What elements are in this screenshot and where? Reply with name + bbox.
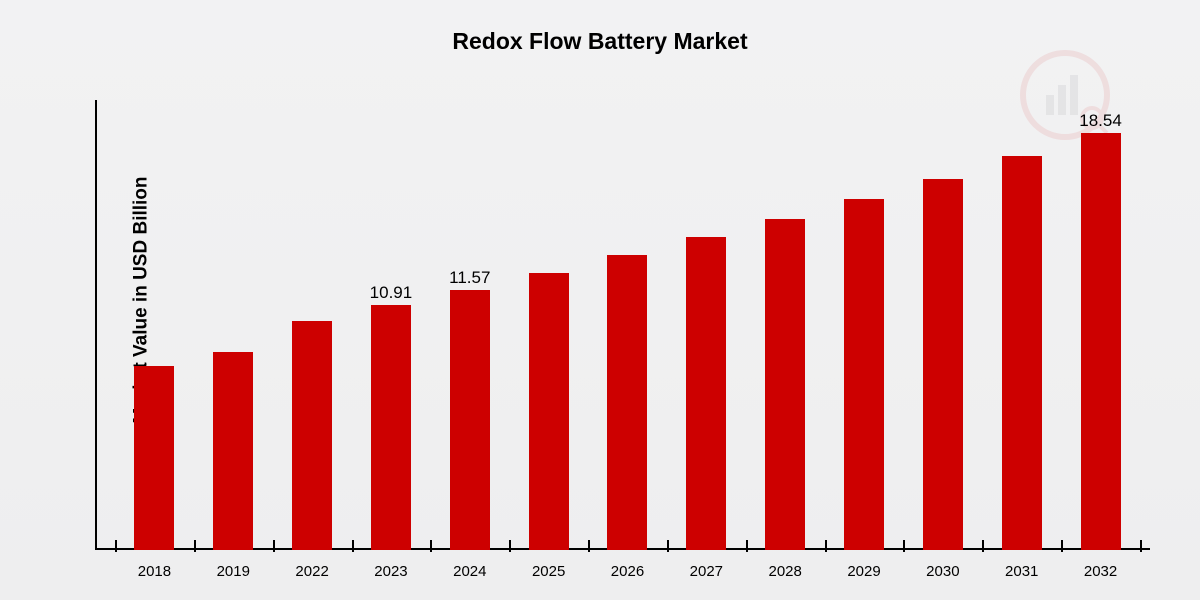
x-axis-tick (1140, 540, 1142, 552)
bar-group (282, 321, 342, 551)
bar (292, 321, 332, 551)
x-axis-label: 2027 (676, 563, 736, 580)
bar-value-label: 10.91 (370, 283, 413, 303)
x-axis-label: 2022 (282, 563, 342, 580)
bars-container: 10.91 11.57 18.54 (115, 100, 1140, 550)
bar (844, 199, 884, 550)
bar-value-label: 18.54 (1079, 111, 1122, 131)
x-axis-label: 2026 (597, 563, 657, 580)
bar-group: 18.54 (1071, 133, 1131, 550)
x-axis-tick (194, 540, 196, 552)
bar-group (203, 352, 263, 550)
x-axis-label: 2019 (203, 563, 263, 580)
bar-group (676, 237, 736, 550)
bar (923, 179, 963, 550)
x-axis-tick (1061, 540, 1063, 552)
x-axis-label: 2018 (124, 563, 184, 580)
x-axis-label: 2031 (992, 563, 1052, 580)
x-axis-tick (509, 540, 511, 552)
bar (1002, 156, 1042, 550)
bar (134, 366, 174, 551)
y-axis-line (95, 100, 97, 550)
bar-group (519, 273, 579, 550)
x-axis-label: 2030 (913, 563, 973, 580)
x-axis-tick (825, 540, 827, 552)
x-axis-label: 2028 (755, 563, 815, 580)
x-axis-label: 2024 (440, 563, 500, 580)
x-axis-tick (588, 540, 590, 552)
bar-group: 11.57 (440, 290, 500, 550)
bar (1081, 133, 1121, 550)
bar (213, 352, 253, 550)
bar-group (124, 366, 184, 551)
x-axis-tick (273, 540, 275, 552)
bar-group (913, 179, 973, 550)
bar-group (755, 219, 815, 550)
bar-group: 10.91 (361, 305, 421, 550)
x-axis-label: 2032 (1071, 563, 1131, 580)
bar (765, 219, 805, 550)
x-axis-label: 2029 (834, 563, 894, 580)
x-labels-container: 2018 2019 2022 2023 2024 2025 2026 2027 2028 2029… (115, 563, 1140, 580)
x-axis-tick (352, 540, 354, 552)
x-axis-label: 2025 (519, 563, 579, 580)
bar-value-label: 11.57 (449, 268, 490, 288)
bar-group (597, 255, 657, 550)
bar (450, 290, 490, 550)
x-axis-label: 2023 (361, 563, 421, 580)
bar-group (834, 199, 894, 550)
bar (686, 237, 726, 550)
x-axis-tick (982, 540, 984, 552)
bar-group (992, 156, 1052, 550)
bar (529, 273, 569, 550)
x-axis-tick (430, 540, 432, 552)
x-axis-tick (746, 540, 748, 552)
bar (371, 305, 411, 550)
x-axis-tick (903, 540, 905, 552)
x-axis-tick (115, 540, 117, 552)
bar (607, 255, 647, 550)
chart-area: 10.9111.5718.54 201820192022202320242025… (95, 100, 1150, 550)
x-axis-tick (667, 540, 669, 552)
